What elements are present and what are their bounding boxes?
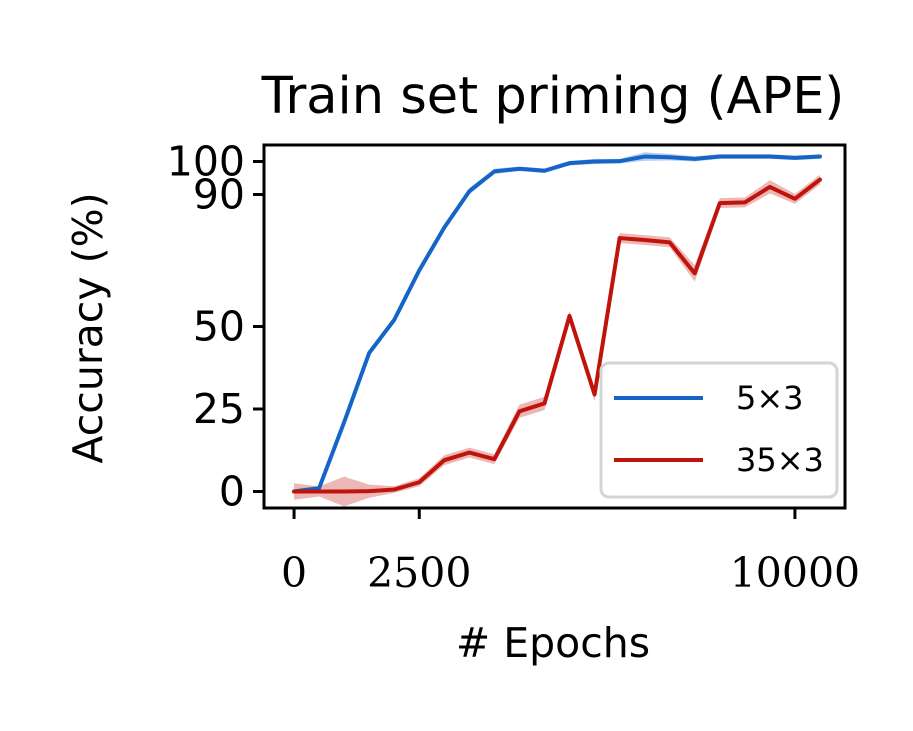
- legend: 5×3 35×3: [599, 361, 839, 499]
- series-lines: [292, 154, 822, 494]
- y-tick-label: 90: [193, 171, 245, 219]
- x-tick-label: 0: [281, 549, 307, 597]
- legend-label: 5×3: [736, 379, 804, 417]
- x-tick-label: 2500: [367, 549, 471, 597]
- y-axis-label: Accuracy (%): [64, 192, 112, 463]
- chart-title: Train set priming (APE): [261, 67, 845, 126]
- x-tick-label: 10000: [730, 549, 860, 597]
- x-axis: 0 2500 10000: [281, 508, 860, 597]
- y-tick-label: 50: [193, 303, 245, 351]
- y-tick-label: 100: [167, 138, 245, 186]
- legend-label: 35×3: [736, 441, 824, 479]
- y-tick-label: 0: [219, 468, 245, 516]
- x-axis-label: # Epochs: [456, 619, 650, 667]
- series-line-1: [292, 177, 822, 494]
- series-line-0: [292, 154, 822, 494]
- y-tick-label: 25: [193, 385, 245, 433]
